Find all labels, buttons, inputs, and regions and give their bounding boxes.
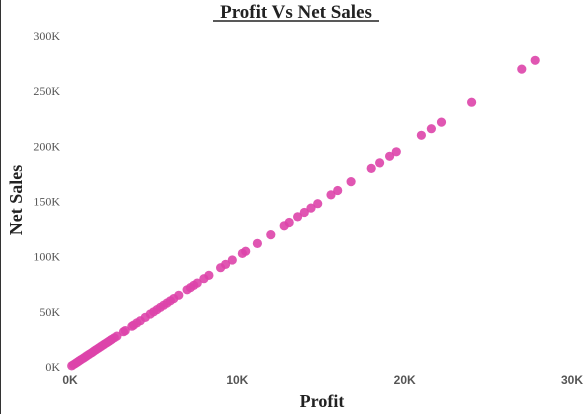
y-tick-label: 100K: [33, 250, 60, 264]
scatter-point: [530, 55, 540, 65]
scatter-point: [391, 147, 401, 157]
y-tick-label: 150K: [33, 195, 60, 209]
scatter-point: [416, 130, 426, 140]
y-tick-label: 250K: [33, 84, 60, 98]
scatter-point: [192, 278, 202, 288]
scatter-point: [375, 158, 385, 168]
scatter-point: [366, 163, 376, 173]
scatter-point: [306, 203, 316, 213]
scatter-point: [112, 331, 122, 341]
scatter-point: [426, 124, 436, 134]
scatter-point: [204, 270, 214, 280]
scatter-point: [241, 246, 251, 256]
scatter-point: [385, 151, 395, 161]
y-tick-label: 200K: [33, 139, 60, 153]
y-tick-label: 50K: [39, 305, 60, 319]
scatter-point: [227, 255, 237, 265]
scatter-point: [266, 230, 276, 240]
scatter-point: [313, 199, 323, 209]
chart-left-border: [0, 0, 1, 414]
scatter-point: [326, 190, 336, 200]
scatter-point: [517, 64, 527, 74]
scatter-point: [299, 207, 309, 218]
scatter-point: [174, 290, 184, 300]
x-axis-ticks: 0K 10K 20K 30K: [62, 373, 583, 387]
data-points: [67, 55, 540, 371]
scatter-point: [284, 217, 294, 228]
y-axis-label: Net Sales: [6, 165, 26, 236]
x-tick-label: 10K: [226, 373, 248, 387]
x-tick-label: 20K: [394, 373, 416, 387]
scatter-point: [333, 185, 343, 196]
y-tick-label: 300K: [33, 29, 60, 43]
scatter-point: [221, 259, 231, 269]
scatter-point: [467, 97, 477, 107]
scatter-point: [120, 326, 130, 336]
scatter-point: [252, 238, 262, 248]
chart-title: Profit Vs Net Sales: [220, 2, 372, 23]
scatter-point: [436, 117, 447, 127]
x-tick-label: 30K: [561, 373, 583, 387]
x-tick-label: 0K: [62, 373, 78, 387]
scatter-point: [346, 177, 356, 187]
y-tick-label: 0K: [45, 360, 60, 374]
scatter-point: [293, 212, 303, 222]
y-axis-ticks: 0K 50K 100K 150K 200K 250K 300K: [33, 29, 60, 374]
x-axis-label: Profit: [300, 391, 345, 411]
